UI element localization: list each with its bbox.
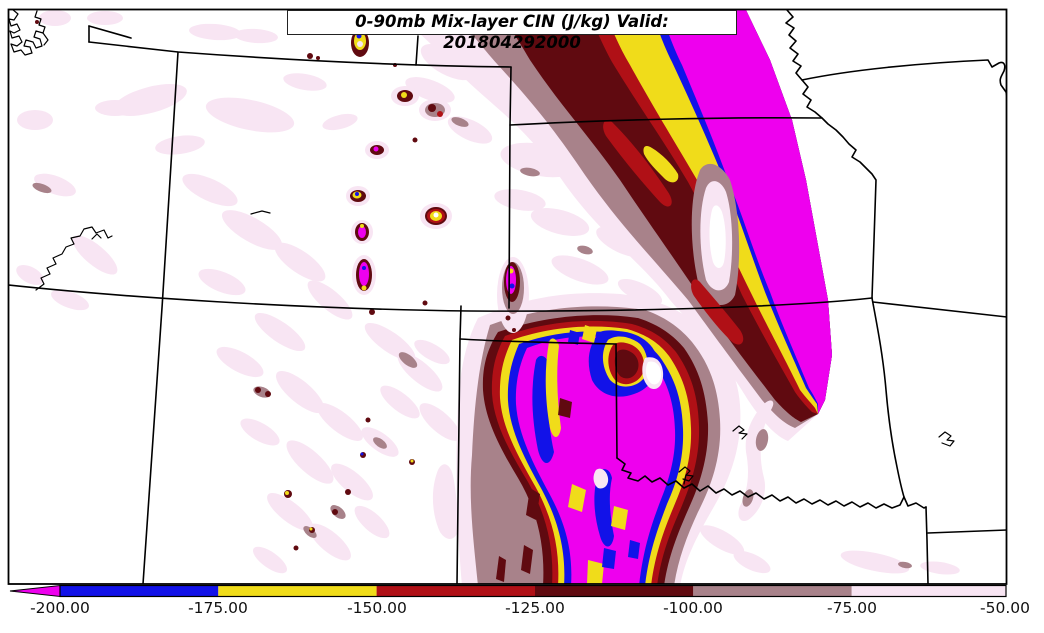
river-scribble bbox=[35, 226, 113, 291]
colorbar-segment bbox=[535, 585, 694, 597]
colorbar-tick-label: -175.00 bbox=[188, 599, 248, 617]
colorbar-segment bbox=[693, 585, 852, 597]
colorbar-segment bbox=[218, 585, 377, 597]
map-frame bbox=[7, 8, 1008, 585]
cin-light-patches bbox=[16, 10, 960, 575]
lake-texoma-scribble bbox=[678, 466, 694, 485]
state-borders bbox=[9, 10, 1007, 584]
colorbar-bar bbox=[9, 584, 1007, 598]
lake-outline bbox=[9, 10, 46, 56]
nebraska-cin-band bbox=[385, 10, 832, 441]
colorbar-tick-label: -150.00 bbox=[347, 599, 407, 617]
colorbar-tick-label: -100.00 bbox=[663, 599, 723, 617]
colorbar-segment bbox=[376, 585, 535, 597]
front-range-cin-spots bbox=[35, 20, 452, 551]
colorbar-outline bbox=[59, 584, 1007, 598]
colorbar-segment bbox=[60, 585, 219, 597]
colorbar-segment bbox=[851, 585, 1006, 597]
colorbar-underflow-arrow bbox=[9, 584, 61, 598]
colorbar-tick-label: -75.00 bbox=[827, 599, 877, 617]
colorbar-tick-label: -50.00 bbox=[980, 599, 1030, 617]
cin-band-tail bbox=[738, 400, 774, 522]
panhandle-cin-maximum bbox=[432, 293, 741, 584]
title-box: 0-90mb Mix-layer CIN (J/kg) Valid: 20180… bbox=[287, 10, 737, 52]
colorbar-tick-label: -200.00 bbox=[30, 599, 90, 617]
border-cin-spot bbox=[497, 257, 529, 333]
map-title: 0-90mb Mix-layer CIN (J/kg) Valid: 20180… bbox=[355, 12, 669, 52]
colorbar-tick-label: -125.00 bbox=[505, 599, 565, 617]
